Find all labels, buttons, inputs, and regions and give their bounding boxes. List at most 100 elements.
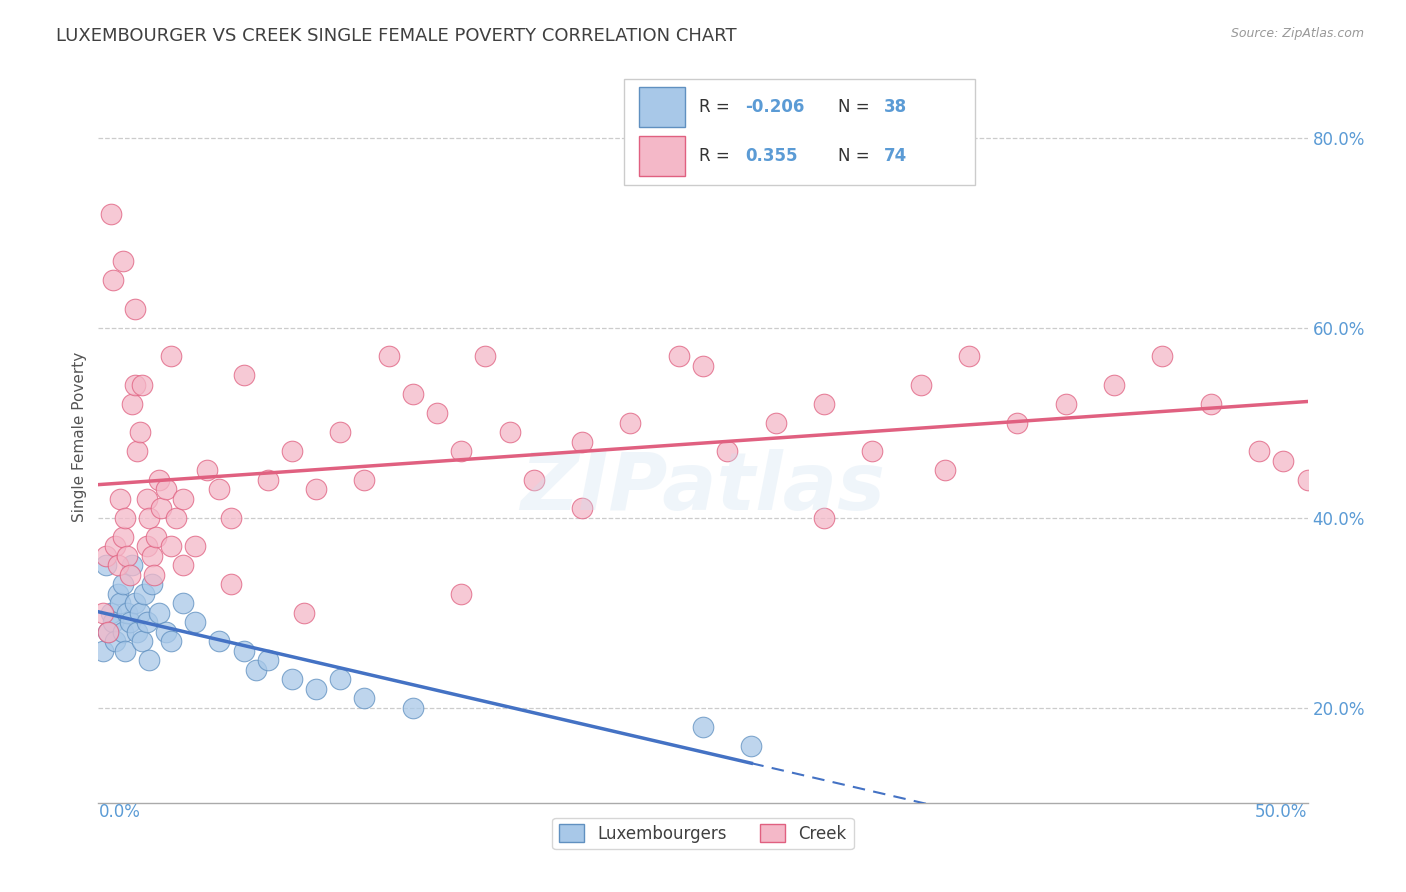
Point (281, 673, 304, 687)
Point (305, 681, 328, 696)
Point (172, 491, 194, 506)
Point (172, 558, 194, 573)
Point (305, 483, 328, 497)
Point (100, 606, 122, 620)
Point (128, 606, 150, 620)
Point (118, 615, 141, 630)
Point (571, 501, 593, 516)
Point (172, 596, 194, 610)
Point (94, 558, 117, 573)
Point (91, 606, 114, 620)
Point (141, 577, 163, 591)
Point (114, 511, 136, 525)
Point (131, 377, 153, 392)
Text: R =: R = (699, 147, 735, 165)
Point (108, 491, 131, 506)
Point (292, 606, 315, 620)
Point (104, 539, 127, 553)
Point (619, 416, 641, 430)
Point (184, 539, 207, 553)
Y-axis label: Single Female Poverty: Single Female Poverty (72, 352, 87, 522)
Point (740, 739, 762, 753)
Point (813, 397, 835, 411)
Text: LUXEMBOURGER VS CREEK SINGLE FEMALE POVERTY CORRELATION CHART: LUXEMBOURGER VS CREEK SINGLE FEMALE POVE… (56, 27, 737, 45)
Point (118, 567, 141, 582)
Point (1249, 444, 1271, 458)
Point (208, 634, 231, 648)
Point (148, 473, 170, 487)
Point (329, 425, 352, 440)
Bar (638, 136, 685, 177)
Point (184, 615, 207, 630)
Point (100, 207, 122, 221)
Point (813, 511, 835, 525)
Point (134, 587, 156, 601)
Point (97, 624, 120, 639)
Point (101, 273, 124, 287)
Point (135, 539, 157, 553)
Point (281, 444, 304, 458)
Point (160, 349, 183, 363)
Point (143, 567, 166, 582)
Point (127, 444, 149, 458)
Point (121, 397, 143, 411)
Point (155, 624, 177, 639)
Point (765, 416, 787, 430)
Point (571, 434, 593, 449)
Text: N =: N = (838, 98, 876, 116)
Point (165, 511, 187, 525)
Point (150, 501, 173, 516)
Point (1272, 454, 1295, 468)
Point (377, 349, 399, 363)
Point (138, 511, 160, 525)
Point (221, 577, 243, 591)
Point (131, 634, 153, 648)
Point (135, 615, 157, 630)
Point (124, 596, 146, 610)
Point (221, 511, 243, 525)
Text: 38: 38 (884, 98, 907, 116)
Point (1102, 377, 1125, 392)
Point (353, 473, 375, 487)
Point (124, 377, 146, 392)
Point (256, 653, 278, 667)
Point (107, 587, 129, 601)
Point (208, 483, 231, 497)
Point (160, 539, 183, 553)
Point (1199, 397, 1222, 411)
Point (934, 463, 956, 477)
Point (353, 691, 375, 706)
Point (117, 549, 139, 563)
Point (108, 596, 131, 610)
Point (195, 463, 218, 477)
Point (232, 368, 254, 383)
Point (1007, 416, 1029, 430)
Point (426, 406, 449, 420)
Point (450, 587, 472, 601)
Text: R =: R = (699, 98, 735, 116)
Point (910, 377, 932, 392)
Point (97, 624, 120, 639)
Point (155, 483, 177, 497)
Point (94, 549, 117, 563)
Legend: Luxembourgers, Creek: Luxembourgers, Creek (553, 818, 853, 849)
Point (232, 644, 254, 658)
Point (402, 701, 425, 715)
Point (101, 615, 124, 630)
Point (523, 473, 546, 487)
Text: Source: ZipAtlas.com: Source: ZipAtlas.com (1230, 27, 1364, 40)
Point (111, 254, 134, 268)
Point (450, 444, 472, 458)
Point (474, 349, 496, 363)
Point (692, 359, 714, 373)
Point (692, 720, 714, 734)
Point (329, 673, 352, 687)
Point (111, 577, 134, 591)
FancyBboxPatch shape (624, 78, 976, 185)
Point (145, 530, 167, 544)
Point (668, 349, 690, 363)
Text: 0.355: 0.355 (745, 147, 797, 165)
Point (111, 530, 134, 544)
Bar (638, 87, 685, 128)
Point (138, 653, 160, 667)
